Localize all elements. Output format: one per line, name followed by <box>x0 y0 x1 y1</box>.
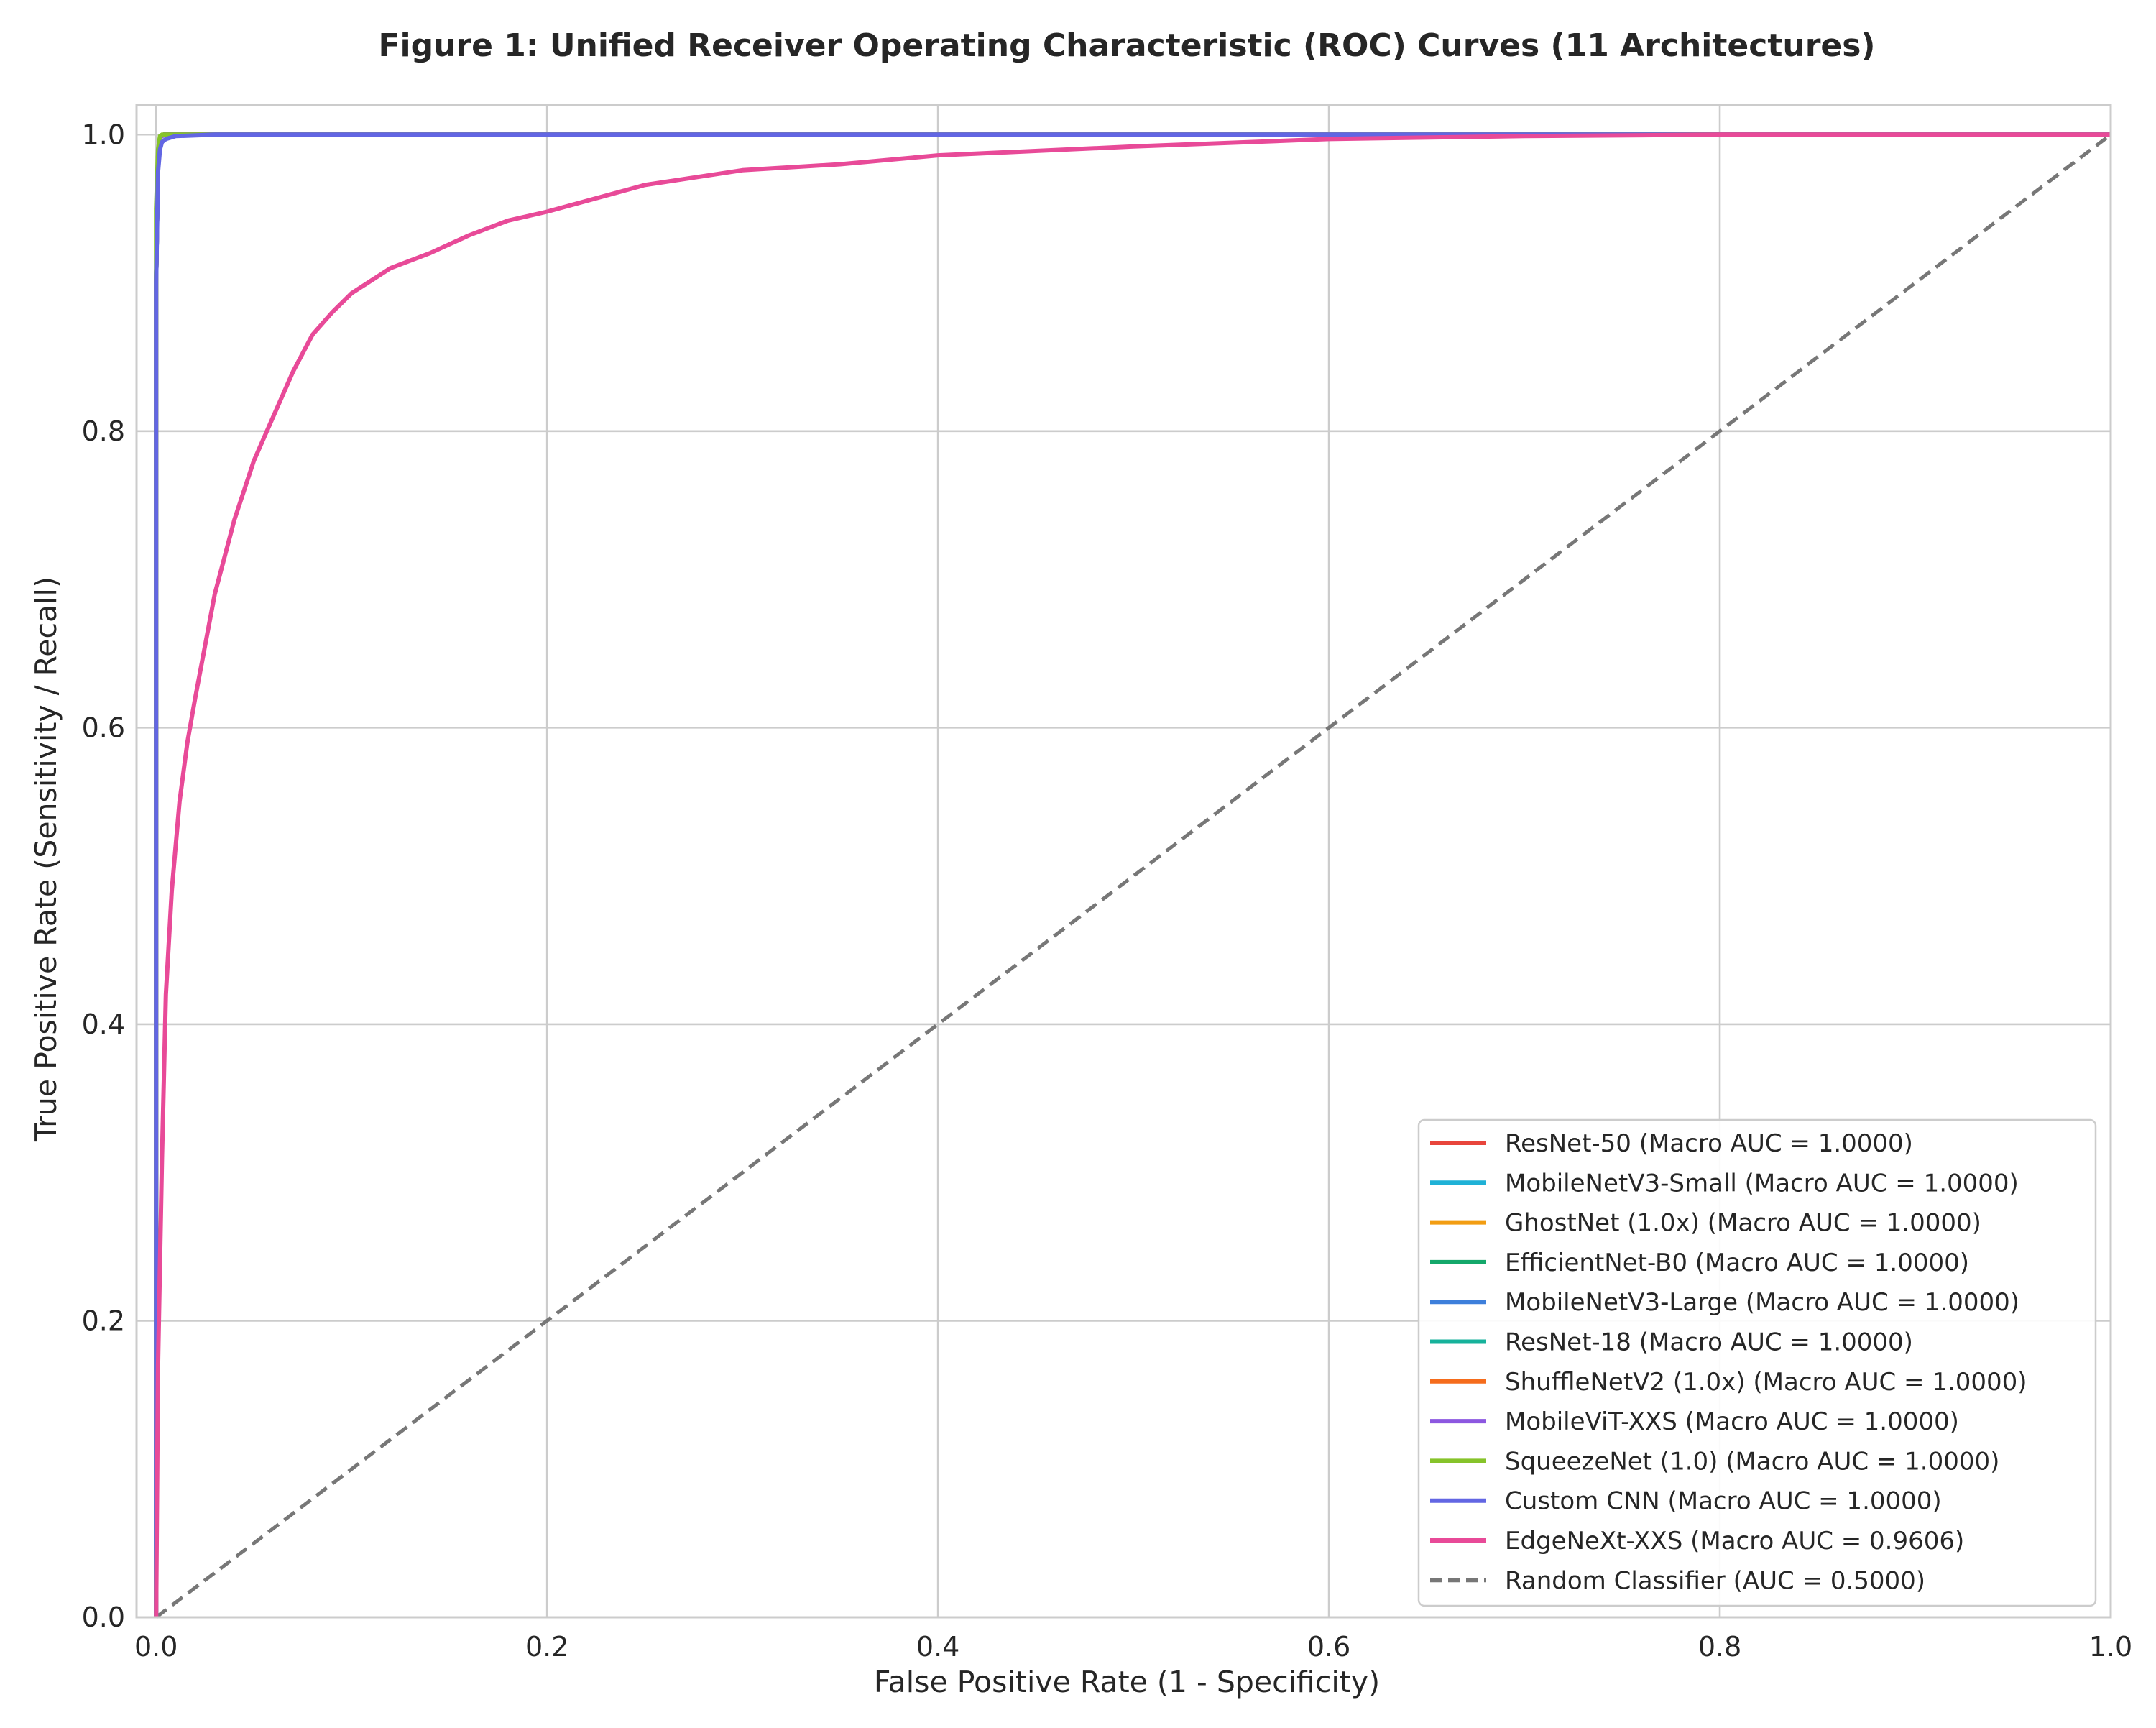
legend-entry-label: EfficientNet-B0 (Macro AUC = 1.0000) <box>1505 1249 1969 1277</box>
y-axis-label: True Positive Rate (Sensitivity / Recall… <box>29 576 63 1142</box>
legend-entry-label: MobileNetV3-Large (Macro AUC = 1.0000) <box>1505 1288 2019 1317</box>
legend: ResNet-50 (Macro AUC = 1.0000) MobileNetV… <box>1417 1118 2097 1607</box>
series-line-10 <box>154 132 2111 1618</box>
legend-entry-label: Random Classifier (AUC = 0.5000) <box>1505 1566 1925 1595</box>
legend-entry-label: SqueezeNet (1.0) (Macro AUC = 1.0000) <box>1505 1447 1999 1476</box>
legend-entry-label: EdgeNeXt-XXS (Macro AUC = 0.9606) <box>1505 1527 1964 1555</box>
axes: 0.0 0.2 0.4 0.6 0.8 1.0 0.0 0.2 0.4 0.6 0.8 1.0 <box>82 104 2132 1663</box>
x-tick-label: 0.2 <box>525 1631 568 1663</box>
y-tick-label: 0.4 <box>82 1008 125 1040</box>
x-tick-label: 0.0 <box>134 1631 178 1663</box>
y-tick-label: 0.8 <box>82 415 125 447</box>
y-tick-label: 0.2 <box>82 1305 125 1336</box>
legend-entry-label: MobileViT-XXS (Macro AUC = 1.0000) <box>1505 1407 1959 1436</box>
legend-entry-label: ResNet-50 (Macro AUC = 1.0000) <box>1505 1129 1913 1158</box>
legend-box <box>1417 1118 2097 1607</box>
series-lines <box>154 132 2112 1619</box>
y-tick-label: 1.0 <box>82 119 125 150</box>
x-axis-label: False Positive Rate (1 - Specificity) <box>874 1665 1380 1699</box>
chart-title: Figure 1: Unified Receiver Operating Cha… <box>378 27 1875 64</box>
series-line-11 <box>155 133 2112 1619</box>
x-tick-label: 0.8 <box>1698 1631 1741 1663</box>
legend-entry-label: Custom CNN (Macro AUC = 1.0000) <box>1505 1487 1942 1516</box>
y-tick-label: 0.6 <box>82 712 125 743</box>
x-tick-label: 1.0 <box>2089 1631 2132 1663</box>
plot-frame <box>135 104 2112 1619</box>
grid <box>137 105 2112 1619</box>
legend-entry-label: GhostNet (1.0x) (Macro AUC = 1.0000) <box>1505 1209 1981 1238</box>
legend-entry-label: ResNet-18 (Macro AUC = 1.0000) <box>1505 1328 1913 1357</box>
legend-entry-label: ShuffleNetV2 (1.0x) (Macro AUC = 1.0000) <box>1505 1368 2027 1397</box>
legend-entry-label: MobileNetV3-Small (Macro AUC = 1.0000) <box>1505 1169 2019 1198</box>
series-line-9 <box>154 132 2111 1617</box>
x-tick-label: 0.6 <box>1307 1631 1350 1663</box>
x-tick-label: 0.4 <box>916 1631 959 1663</box>
y-tick-label: 0.0 <box>82 1601 125 1633</box>
